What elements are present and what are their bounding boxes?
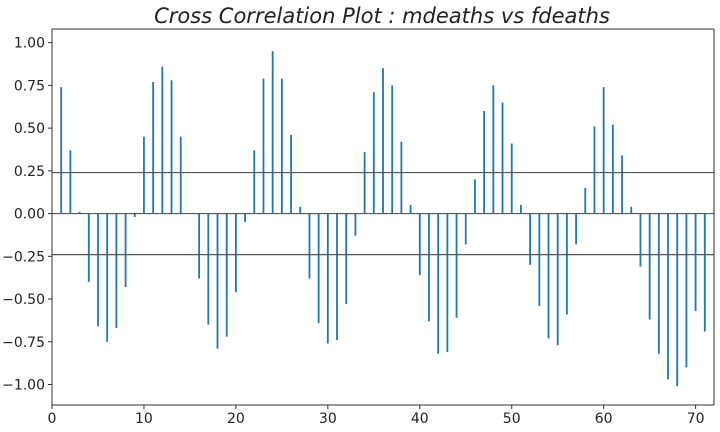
x-tick-label: 0 bbox=[48, 411, 57, 427]
x-tick-label: 50 bbox=[503, 411, 521, 427]
y-tick-label: −1.00 bbox=[2, 377, 45, 393]
x-tick-label: 20 bbox=[227, 411, 245, 427]
y-tick-label: −0.25 bbox=[2, 249, 45, 265]
y-tick-label: 0.50 bbox=[14, 121, 45, 137]
chart-title: Cross Correlation Plot : mdeaths vs fdea… bbox=[154, 4, 610, 28]
x-tick-label: 70 bbox=[687, 411, 705, 427]
y-axis-ticks: 1.00 0.75 0.50 0.25 0.00 −0.25 −0.50 −0.75 −1.00 bbox=[2, 36, 52, 393]
y-tick-label: 1.00 bbox=[14, 36, 45, 52]
y-tick-label: 0.25 bbox=[14, 164, 45, 180]
x-tick-label: 40 bbox=[411, 411, 429, 427]
x-tick-label: 10 bbox=[135, 411, 153, 427]
x-axis-ticks: 0 10 20 30 40 50 60 70 bbox=[48, 405, 705, 427]
y-tick-label: −0.50 bbox=[2, 292, 45, 308]
y-tick-label: 0.00 bbox=[14, 207, 45, 223]
y-tick-label: 0.75 bbox=[14, 78, 45, 94]
plot-area-frame bbox=[51, 28, 715, 406]
x-tick-label: 60 bbox=[595, 411, 613, 427]
ccf-bars bbox=[60, 51, 706, 387]
reference-lines bbox=[52, 171, 714, 256]
x-tick-label: 30 bbox=[319, 411, 337, 427]
y-tick-label: −0.75 bbox=[2, 335, 45, 351]
